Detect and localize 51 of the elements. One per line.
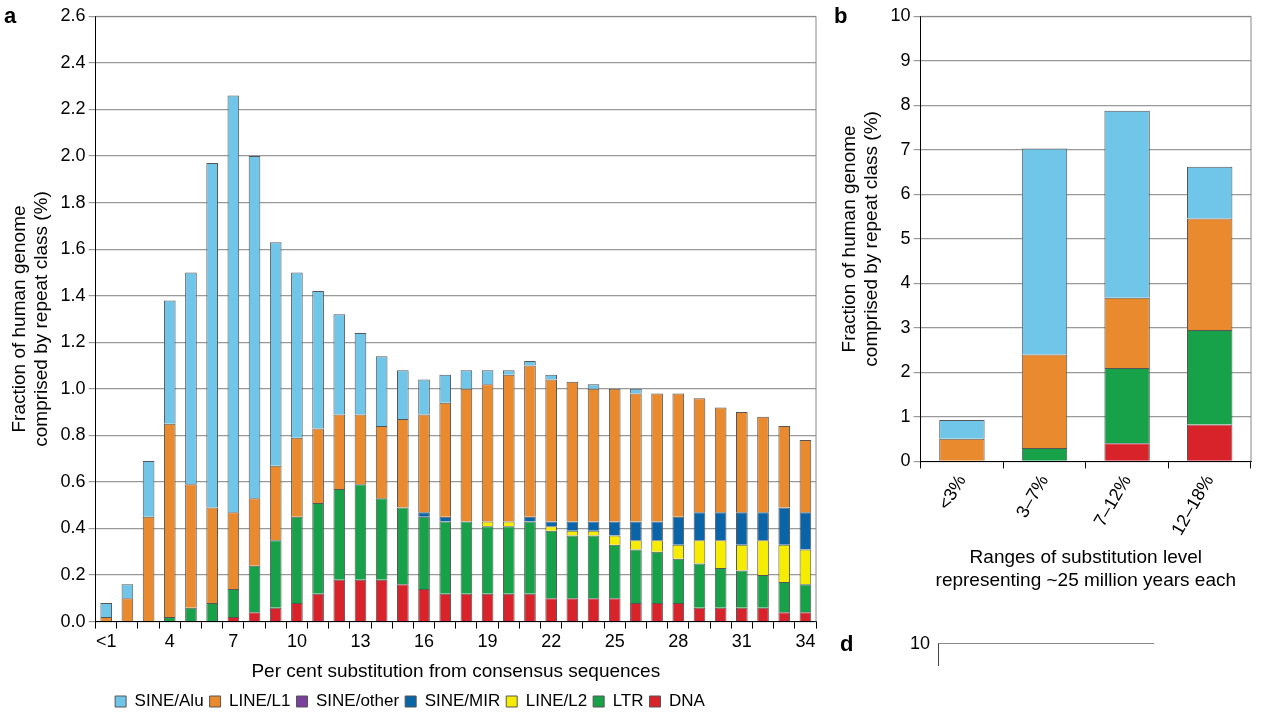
x-tick-label: 16 — [414, 631, 435, 652]
x-tick-label: <1 — [95, 631, 117, 652]
text: d — [840, 631, 854, 657]
y-tick-label: 3 — [900, 316, 911, 337]
y-tick-label: 4 — [900, 272, 911, 293]
legend-label: LINE/L2 — [525, 691, 588, 711]
legend-label: LTR — [612, 691, 644, 711]
y-tick-label: 0.8 — [60, 424, 86, 445]
y-tick-label: 8 — [900, 94, 911, 115]
y-tick-label: 2 — [900, 361, 911, 382]
x-tick-label: 13 — [350, 631, 371, 652]
y-tick-label: 1.0 — [60, 377, 86, 398]
x-tick-label: 34 — [795, 631, 816, 652]
x-tick-label: 19 — [477, 631, 498, 652]
y-tick-label: 0.0 — [60, 610, 86, 631]
chart-title: a — [4, 3, 17, 29]
x-axis-title: Ranges of substitution level representing ~25 million years each — [935, 546, 1237, 590]
y-tick-label: 1 — [900, 405, 911, 426]
y-tick-label: 6 — [900, 183, 911, 204]
legend-label: SINE/other — [316, 691, 400, 711]
y-tick-label: 0.6 — [60, 470, 86, 491]
x-tick-label: 10 — [286, 631, 307, 652]
y-tick-label: 2.2 — [60, 98, 86, 119]
legend-label: LINE/L1 — [229, 691, 291, 711]
y-tick-label: 0.2 — [60, 564, 86, 585]
x-tick-label: 28 — [668, 631, 689, 652]
x-tick-label: 7 — [228, 631, 239, 652]
y-tick-label: 2.4 — [60, 51, 86, 72]
y-tick-label: 7 — [900, 138, 911, 159]
legend-label: DNA — [669, 691, 706, 711]
y-tick-label: 1.4 — [60, 284, 86, 305]
x-tick-label: 31 — [731, 631, 752, 652]
y-tick-label: 9 — [900, 49, 911, 70]
y-axis-title: Fraction of human genome comprised by repeat class (%) — [7, 191, 52, 447]
y-tick-label: 5 — [900, 227, 911, 248]
y-tick-label: 0.4 — [60, 517, 86, 538]
y-tick-label: 1.2 — [60, 331, 86, 352]
y-tick-label: 1.8 — [60, 191, 86, 212]
y-tick-label: 0 — [900, 450, 911, 471]
y-axis-title: Fraction of human genome comprised by repeat class (%) — [837, 111, 882, 367]
x-axis-title: Per cent substitution from consensus sequences — [251, 659, 661, 681]
x-tick-label: 22 — [541, 631, 562, 652]
chart-title: b — [834, 3, 848, 29]
y-tick-label: 1.6 — [60, 238, 86, 259]
y-tick-label: 2.0 — [60, 145, 86, 166]
legend-label: SINE/Alu — [134, 691, 204, 711]
y-tick-label: 10 — [890, 5, 911, 26]
y-tick-label: 2.6 — [60, 5, 86, 26]
x-tick-label: 4 — [164, 631, 175, 652]
x-tick-label: 25 — [604, 631, 625, 652]
legend-label: SINE/MIR — [424, 691, 501, 711]
